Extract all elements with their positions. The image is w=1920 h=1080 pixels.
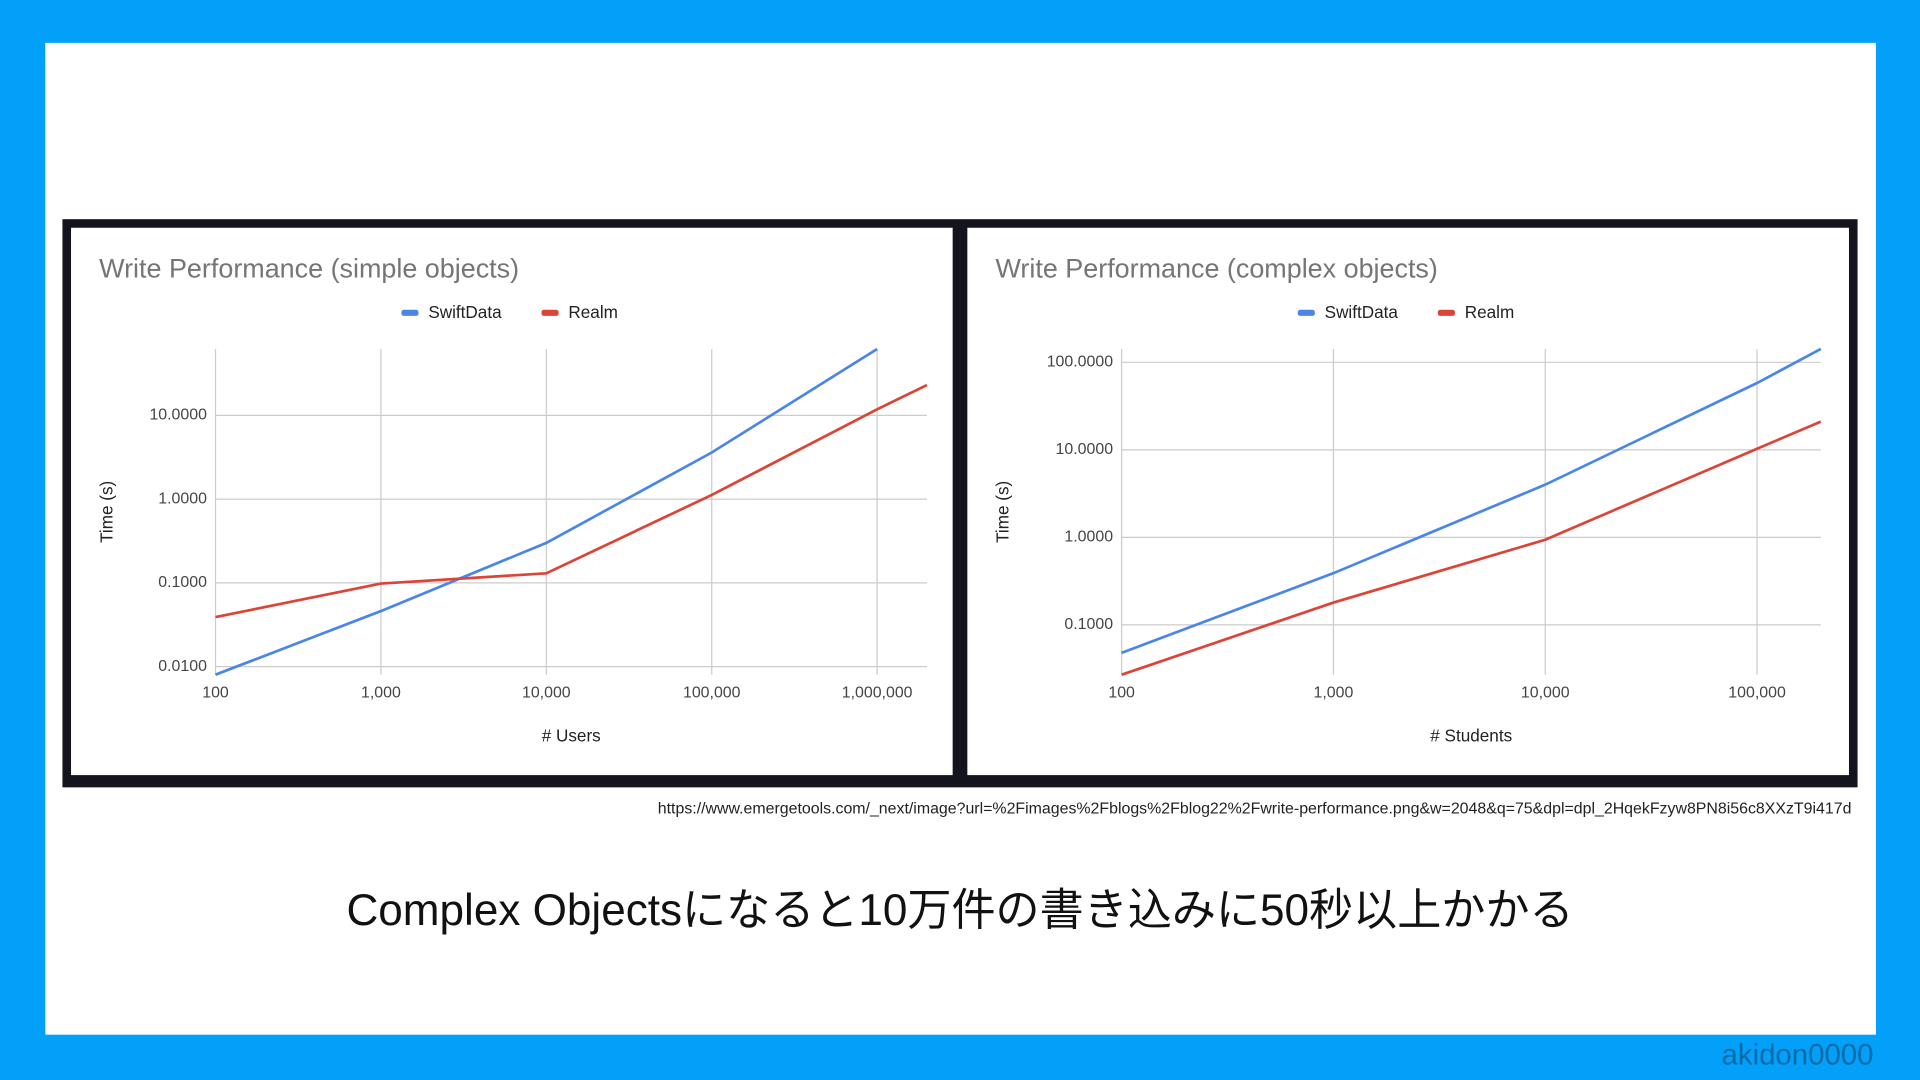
x-tick-label: 100,000 bbox=[1728, 684, 1786, 701]
y-tick-label: 0.1000 bbox=[1064, 616, 1113, 633]
y-tick-label: 100.0000 bbox=[1047, 354, 1113, 371]
x-tick-label: 100 bbox=[202, 684, 229, 701]
y-tick-label: 1.0000 bbox=[158, 490, 207, 507]
y-axis-title: Time (s) bbox=[96, 481, 116, 543]
y-tick-label: 0.0100 bbox=[158, 658, 207, 675]
data-line bbox=[215, 383, 928, 619]
x-axis-title: # Users bbox=[542, 726, 601, 746]
data-line bbox=[215, 347, 878, 676]
source-url: https://www.emergetools.com/_next/image?… bbox=[658, 801, 1852, 818]
x-tick-label: 1,000 bbox=[1314, 684, 1354, 701]
x-tick-label: 10,000 bbox=[522, 684, 571, 701]
legend-label: SwiftData bbox=[428, 302, 502, 322]
legend-swatch bbox=[401, 309, 419, 316]
y-tick-label: 10.0000 bbox=[149, 407, 207, 424]
x-tick-label: 10,000 bbox=[1521, 684, 1570, 701]
x-tick-label: 1,000,000 bbox=[842, 684, 913, 701]
x-tick-label: 100 bbox=[1108, 684, 1135, 701]
chart-title: Write Performance (complex objects) bbox=[996, 254, 1438, 284]
legend-swatch bbox=[541, 309, 559, 316]
x-tick-label: 1,000 bbox=[361, 684, 401, 701]
data-line bbox=[1121, 420, 1822, 676]
x-tick-label: 100,000 bbox=[683, 684, 741, 701]
y-tick-label: 0.1000 bbox=[158, 574, 207, 591]
legend-swatch bbox=[1437, 309, 1455, 316]
author: akidon0000 bbox=[1722, 1039, 1874, 1072]
data-line bbox=[1121, 347, 1822, 655]
y-tick-label: 10.0000 bbox=[1056, 441, 1114, 458]
legend-label: Realm bbox=[568, 302, 618, 322]
y-tick-label: 1.0000 bbox=[1064, 529, 1113, 546]
chart-panel bbox=[71, 227, 953, 776]
y-axis-title: Time (s) bbox=[993, 481, 1013, 543]
legend-label: Realm bbox=[1465, 302, 1515, 322]
legend-label: SwiftData bbox=[1325, 302, 1399, 322]
chart-panel bbox=[967, 227, 1849, 776]
caption: Complex Objectsになると10万件の書き込みに50秒以上かかる bbox=[346, 886, 1573, 935]
chart-title: Write Performance (simple objects) bbox=[99, 254, 519, 284]
x-axis-title: # Students bbox=[1430, 726, 1512, 746]
legend-swatch bbox=[1297, 309, 1315, 316]
